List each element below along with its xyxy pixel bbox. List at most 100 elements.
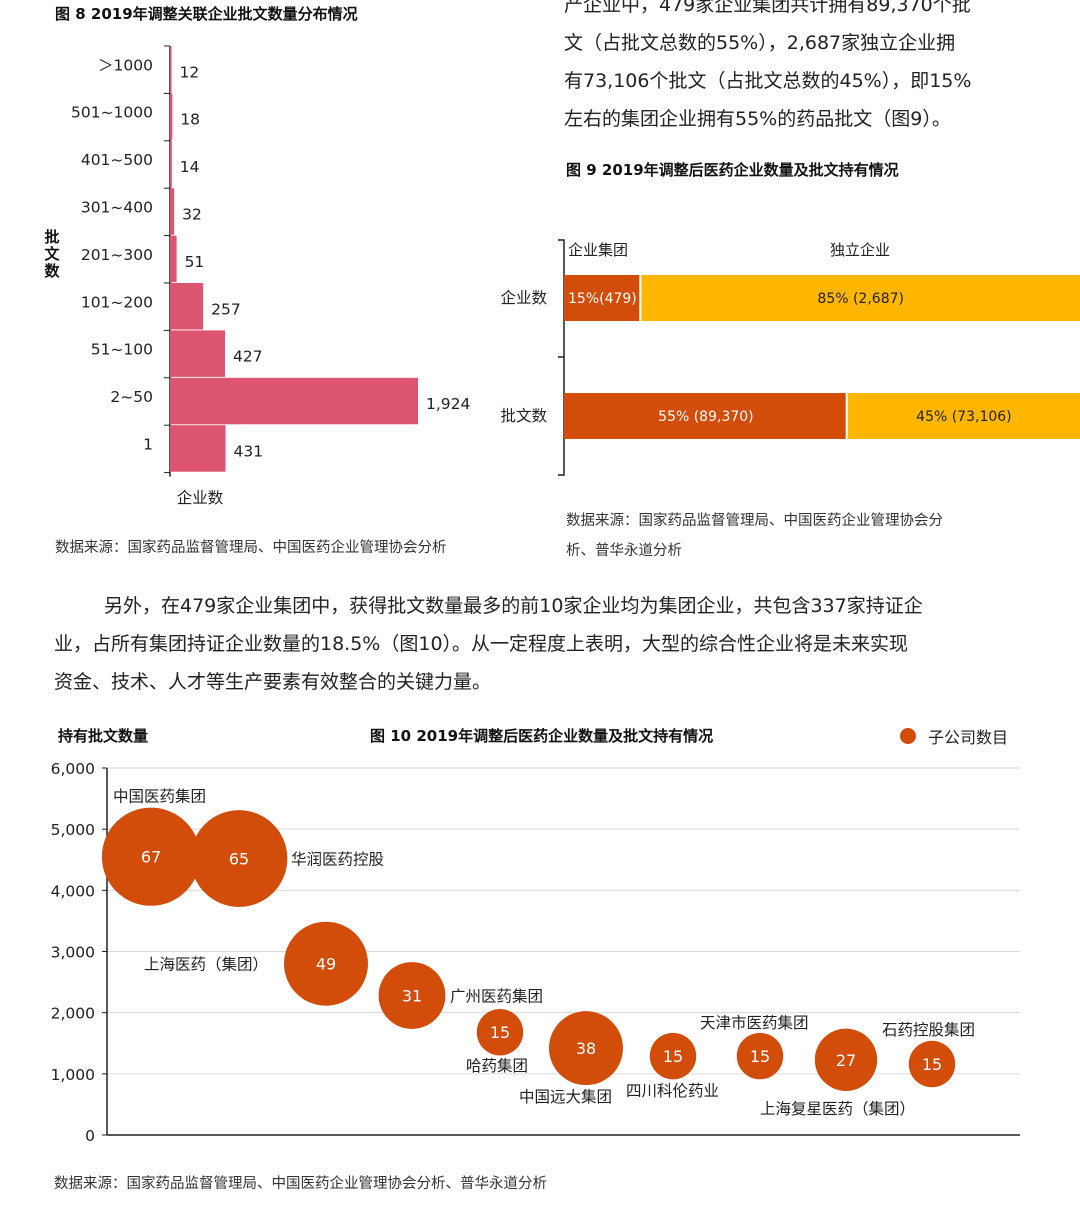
fig10-ytick-label: 0 [85, 1127, 95, 1145]
fig9-segment-gap [639, 275, 642, 321]
fig10-point-label: 天津市医药集团 [700, 1014, 809, 1032]
fig8-category-label: 2~50 [110, 388, 153, 406]
fig8-bar [170, 46, 172, 93]
top-paragraph-line: 左右的集团企业拥有55%的药品批文（图9）。 [564, 108, 951, 130]
fig10-ytick-label: 6,000 [51, 760, 95, 778]
fig8-value-label: 51 [185, 253, 205, 271]
fig10-point-label: 中国医药集团 [113, 788, 206, 806]
fig8-category-label: 501~1000 [71, 104, 153, 122]
fig10-bubble [649, 1032, 697, 1080]
fig8-category-label: 401~500 [81, 151, 153, 169]
top-paragraph-line: 产企业中，479家企业集团共计拥有89,370个批 [564, 0, 971, 16]
fig10-point-label: 上海医药（集团） [144, 956, 268, 974]
middle-paragraph-line: 资金、技术、人才等生产要素有效整合的关键力量。 [54, 671, 492, 693]
fig8-value-label: 431 [234, 442, 264, 460]
fig9-segment-label: 85% (2,687) [817, 291, 904, 307]
legend-dot-icon [900, 728, 916, 744]
fig8-category-label: 201~300 [81, 246, 153, 264]
fig9-segment-label: 15%(479) [568, 291, 637, 307]
fig10-bubble [476, 1009, 524, 1056]
fig8-value-label: 1,924 [426, 395, 470, 413]
fig9-bar-segment [641, 275, 1080, 321]
fig8-value-label: 14 [180, 158, 200, 176]
fig10-bubble [284, 921, 368, 1006]
fig8-category-label: 51~100 [91, 341, 153, 359]
fig8-bar [170, 140, 172, 188]
fig10-bubble-value: 15 [922, 1055, 942, 1074]
fig8-category-label: 301~400 [81, 198, 153, 216]
fig8-bar [170, 330, 226, 377]
legend-label: 子公司数目 [928, 728, 1009, 747]
fig8-category-label: ＞1000 [98, 56, 153, 74]
fig10-ytick-label: 5,000 [51, 821, 95, 839]
fig10-ytick-label: 1,000 [51, 1066, 95, 1084]
fig10-point-label: 中国远大集团 [519, 1088, 612, 1106]
fig8-title: 图 8 2019年调整关联企业批文数量分布情况 [55, 5, 358, 23]
fig8-bar [170, 188, 175, 235]
middle-paragraph-line: 另外，在479家企业集团中，获得批文数量最多的前10家企业均为集团企业，共包含3… [104, 595, 923, 617]
fig10-title: 图 10 2019年调整后医药企业数量及批文持有情况 [370, 727, 714, 745]
fig10-point-label: 哈药集团 [466, 1057, 528, 1075]
fig9-source-line: 数据来源：国家药品监督管理局、中国医药企业管理协会分 [566, 513, 943, 529]
fig10-ytick-label: 2,000 [51, 1005, 95, 1023]
top-paragraph: 产企业中，479家企业集团共计拥有89,370个批 文（占批文总数的55%），2… [564, 0, 1074, 138]
fig10-bubble-value: 15 [663, 1047, 683, 1066]
fig8-value-label: 12 [180, 63, 200, 81]
fig9-category-label: 批文数 [500, 407, 547, 425]
fig8-bar [170, 377, 418, 425]
fig10-bubble-value: 15 [750, 1047, 770, 1066]
fig9-bar-segment [564, 393, 846, 439]
fig9-series-label: 独立企业 [830, 241, 890, 259]
fig10-ytick-label: 4,000 [51, 882, 95, 900]
fig8-category-label: 101~200 [81, 293, 153, 311]
middle-paragraph: 另外，在479家企业集团中，获得批文数量最多的前10家企业均为集团企业，共包含3… [54, 587, 1054, 701]
fig10-bubble-value: 15 [490, 1023, 510, 1042]
fig8-value-label: 427 [233, 348, 263, 366]
fig9-segment-gap [845, 393, 848, 439]
fig10-bubble-value: 31 [402, 987, 422, 1006]
fig8-xlabel: 企业数 [177, 489, 224, 507]
fig10-bubble [549, 1011, 623, 1086]
fig8-source: 数据来源：国家药品监督管理局、中国医药企业管理协会分析 [55, 540, 447, 556]
fig10-bubble [378, 962, 446, 1029]
fig10-bubble-value: 65 [229, 850, 249, 869]
fig10-point-label: 华润医药控股 [291, 851, 384, 869]
fig8-bar [170, 425, 226, 472]
fig8-category-label: 1 [143, 435, 153, 453]
fig8-chart: ＞1000 12 501~1000 18 401~500 14 301~400 32 201~3… [44, 45, 470, 507]
fig10-bubble [908, 1040, 956, 1088]
fig10-bubble [814, 1028, 878, 1091]
fig8-value-label: 257 [211, 300, 241, 318]
fig10-bubble [101, 807, 201, 906]
fig9-bar-segment [564, 275, 640, 321]
fig8-ylabel: 批文数 [44, 228, 60, 280]
fig10-legend: 子公司数目 [900, 724, 1008, 748]
fig10-bubble-value: 38 [576, 1039, 596, 1058]
fig9-series-label: 企业集团 [568, 241, 628, 259]
middle-paragraph-line: 业，占所有集团持证企业数量的18.5%（图10）。从一定程度上表明，大型的综合性… [54, 633, 909, 655]
fig8-bar [170, 93, 173, 140]
fig9-segment-label: 45% (73,106) [916, 409, 1011, 425]
fig9-source-line: 析、普华永道分析 [566, 543, 682, 559]
fig9-category-label: 企业数 [500, 289, 547, 307]
fig10-bubble [190, 810, 288, 907]
fig8-value-label: 32 [182, 205, 202, 223]
fig9-segment-label: 55% (89,370) [658, 409, 753, 425]
fig10-chart: 0 1,000 2,000 3,000 4,000 5,000 6,000 67 中国医药集团 6… [51, 760, 1020, 1145]
fig10-bubble-value: 49 [316, 955, 336, 974]
fig10-point-label: 上海复星医药（集团） [760, 1100, 915, 1118]
fig10-point-label: 广州医药集团 [450, 988, 543, 1006]
fig9-bar-segment [847, 393, 1080, 439]
fig10-bubble-value: 27 [836, 1051, 856, 1070]
top-paragraph-line: 有73,106个批文（占批文总数的45%），即15% [564, 70, 972, 92]
fig10-ytick-label: 3,000 [51, 944, 95, 962]
fig8-bar [170, 235, 177, 283]
fig8-value-label: 18 [180, 111, 200, 129]
fig10-source: 数据来源：国家药品监督管理局、中国医药企业管理协会分析、普华永道分析 [54, 1176, 547, 1192]
fig10-point-label: 石药控股集团 [882, 1021, 975, 1039]
top-paragraph-line: 文（占批文总数的55%），2,687家独立企业拥 [564, 32, 956, 54]
fig10-ylabel: 持有批文数量 [58, 727, 149, 745]
fig10-point-label: 四川科伦药业 [626, 1082, 719, 1100]
fig10-bubble-value: 67 [141, 848, 161, 867]
